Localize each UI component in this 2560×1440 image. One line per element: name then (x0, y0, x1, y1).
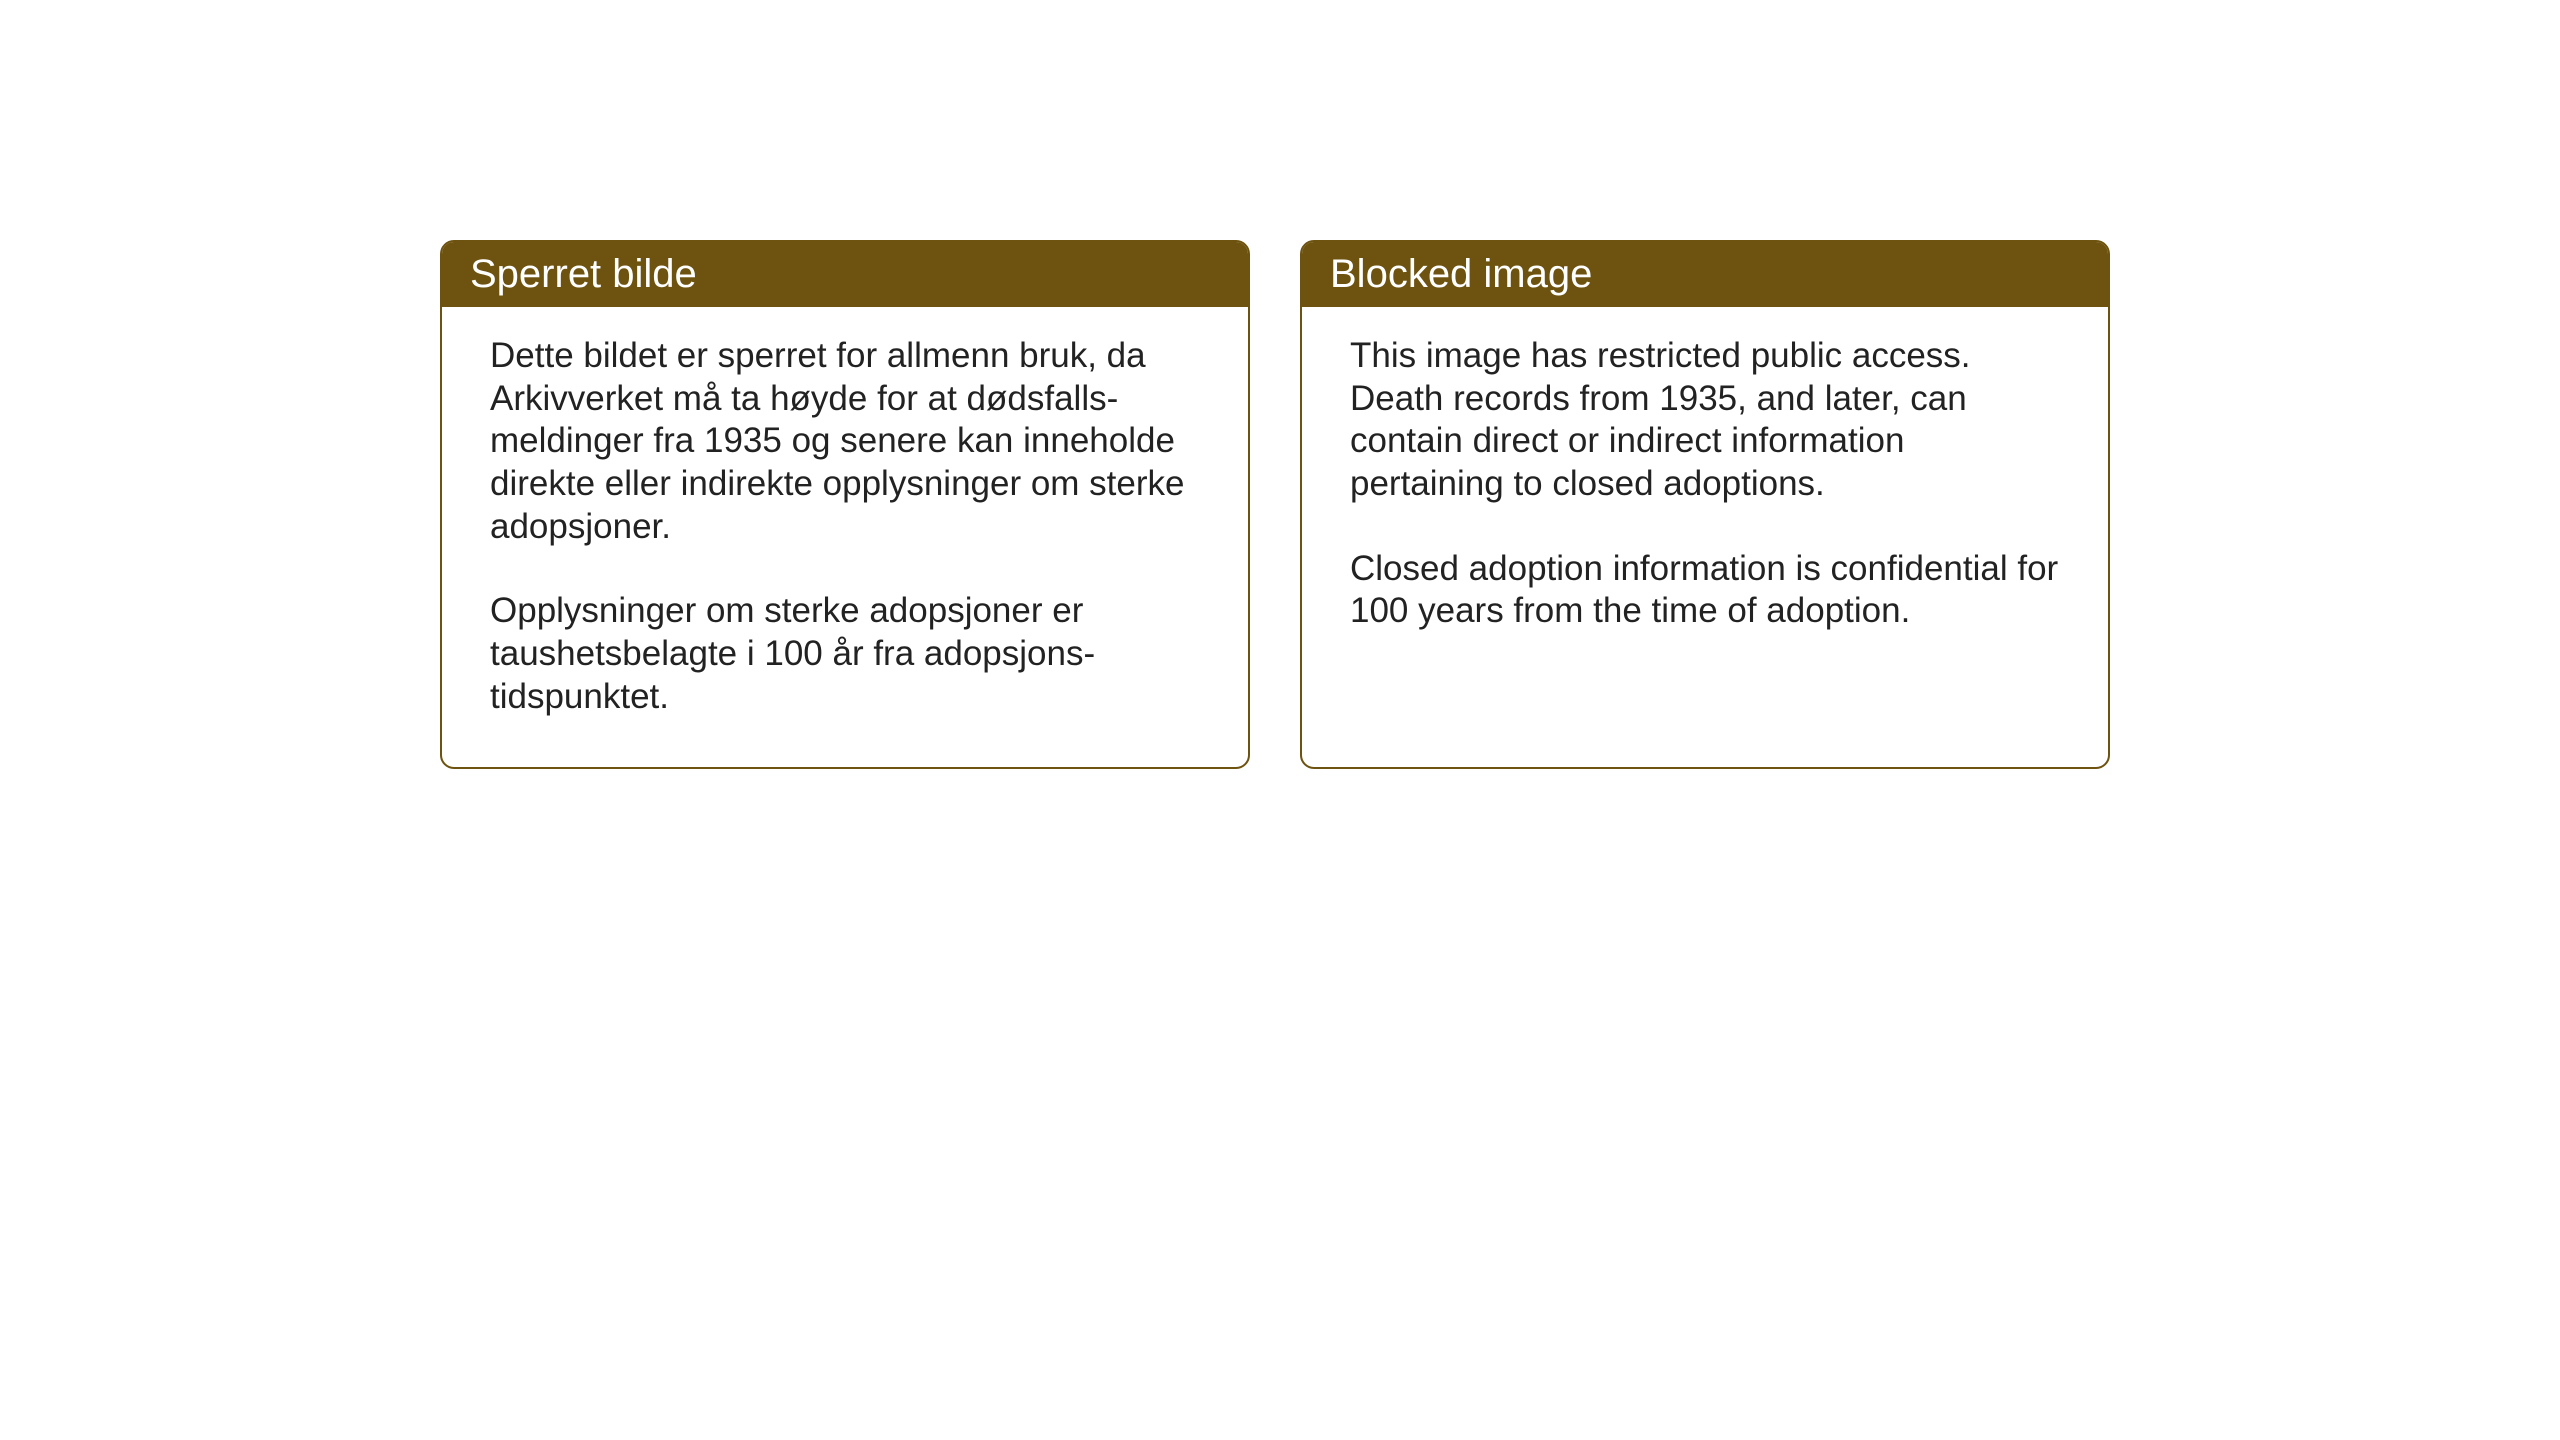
norwegian-card-body: Dette bildet er sperret for allmenn bruk… (442, 307, 1248, 767)
cards-container: Sperret bilde Dette bildet er sperret fo… (440, 240, 2110, 769)
english-card-body: This image has restricted public access.… (1302, 307, 2108, 681)
english-paragraph-1: This image has restricted public access.… (1350, 335, 2060, 506)
english-paragraph-2: Closed adoption information is confident… (1350, 548, 2060, 633)
norwegian-paragraph-1: Dette bildet er sperret for allmenn bruk… (490, 335, 1200, 548)
english-card-title: Blocked image (1302, 242, 2108, 307)
norwegian-paragraph-2: Opplysninger om sterke adopsjoner er tau… (490, 590, 1200, 718)
norwegian-card: Sperret bilde Dette bildet er sperret fo… (440, 240, 1250, 769)
english-card: Blocked image This image has restricted … (1300, 240, 2110, 769)
norwegian-card-title: Sperret bilde (442, 242, 1248, 307)
